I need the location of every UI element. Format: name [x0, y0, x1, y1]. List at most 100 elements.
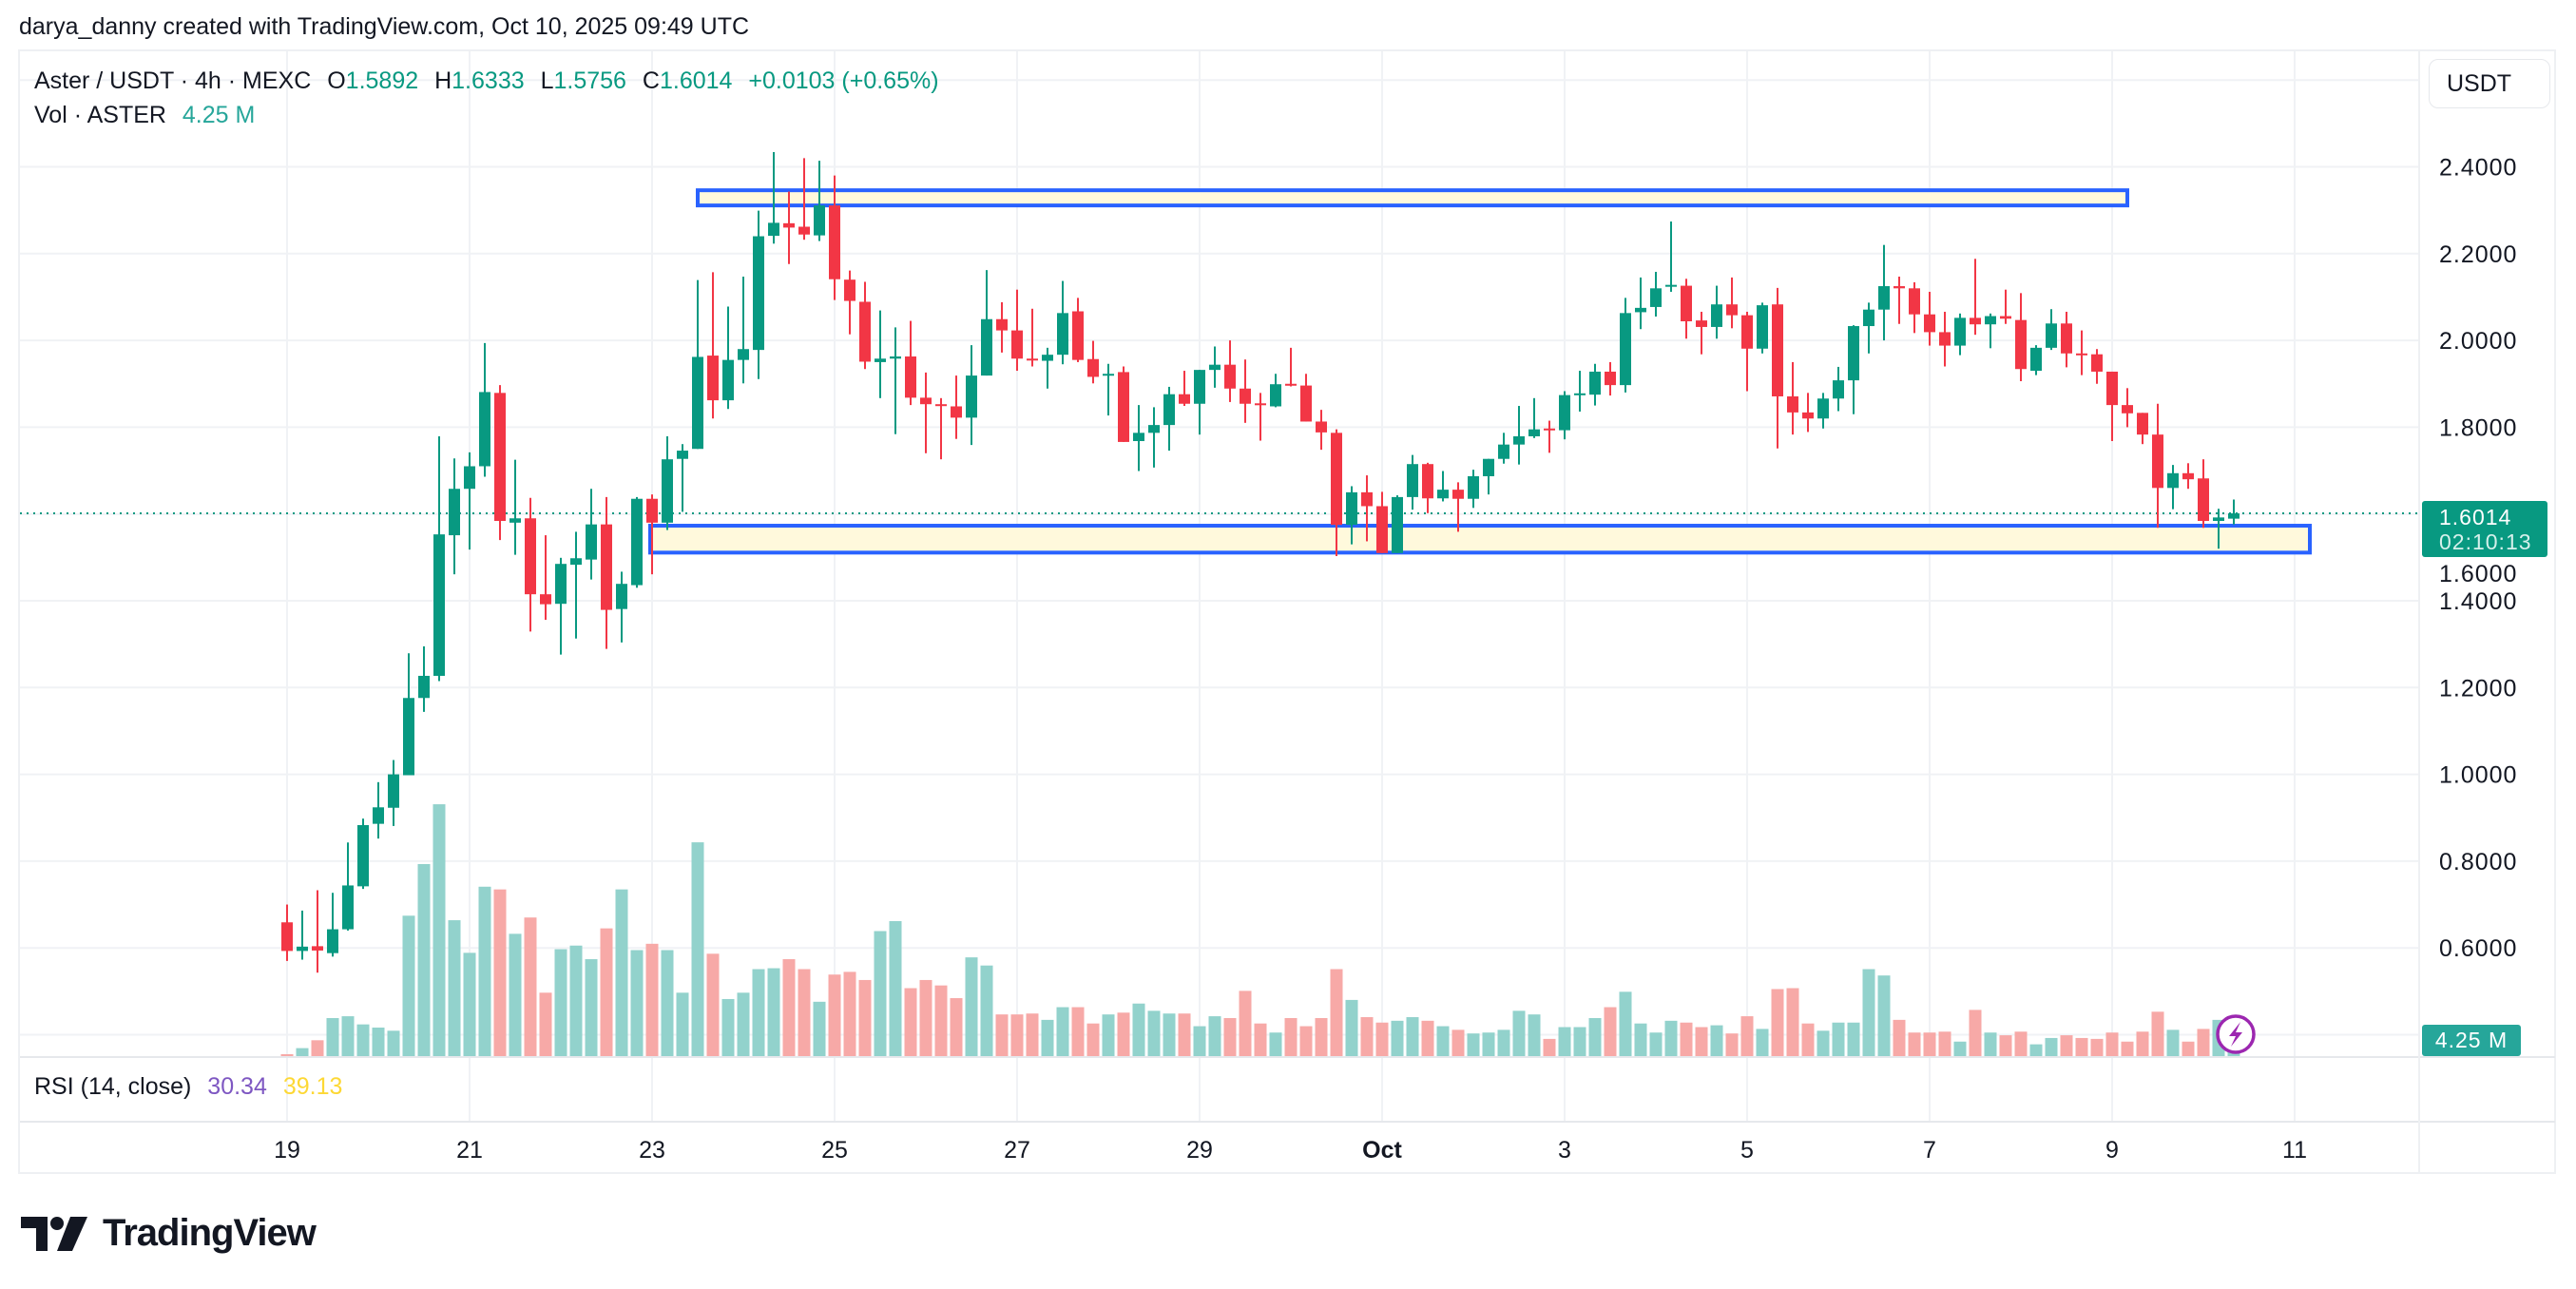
candle-body — [1665, 284, 1677, 287]
candle-body — [905, 356, 916, 398]
candle-body — [464, 466, 475, 490]
time-axis-label: 7 — [1923, 1137, 1936, 1164]
candle-body — [692, 356, 703, 450]
candle-body — [1240, 388, 1251, 404]
candle-body — [859, 301, 871, 362]
candle-body — [1285, 383, 1297, 386]
candle-body — [2061, 323, 2072, 354]
time-axis-label: 27 — [1004, 1137, 1030, 1164]
candle-body — [373, 807, 384, 824]
candle-body — [1072, 311, 1084, 360]
candle-body — [1833, 380, 1844, 399]
time-axis-label: 21 — [456, 1137, 483, 1164]
volume-bar — [2166, 1029, 2180, 1056]
tradingview-logo-icon — [21, 1216, 87, 1251]
volume-bar — [1725, 1033, 1739, 1056]
candle-body — [1985, 316, 1996, 325]
candle-body — [1179, 394, 1190, 404]
volume-bar — [280, 1053, 294, 1056]
tradingview-logo[interactable]: TradingView — [21, 1212, 317, 1255]
candle-body — [540, 594, 551, 605]
volume-bar — [1634, 1023, 1647, 1056]
volume-bar — [1071, 1007, 1085, 1056]
volume-bar — [2105, 1032, 2119, 1056]
volume-bar — [1588, 1017, 1602, 1056]
volume-bar — [676, 992, 689, 1056]
volume-bar — [2151, 1011, 2164, 1056]
volume-bar — [874, 931, 887, 1056]
candle-body — [722, 359, 734, 401]
high-value: 1.6333 — [452, 67, 525, 94]
volume-bar — [1467, 1033, 1480, 1056]
candle-body — [2015, 319, 2027, 370]
candle-body — [1681, 285, 1692, 322]
volume-bar — [1117, 1012, 1130, 1056]
candle-body — [2122, 405, 2133, 414]
candle-body — [631, 498, 643, 586]
candle-body — [844, 279, 855, 301]
high-label: H — [434, 67, 452, 94]
candle-body — [1209, 364, 1221, 371]
volume-bar — [752, 969, 765, 1056]
candle-body — [662, 459, 673, 523]
volume-bar — [889, 921, 902, 1056]
rsi-label[interactable]: RSI (14, close) — [34, 1073, 192, 1100]
volume-bar — [341, 1016, 355, 1056]
volume-bar — [630, 950, 644, 1056]
time-axis-label: 5 — [1740, 1137, 1754, 1164]
candle-body — [1513, 435, 1525, 445]
volume-bar — [326, 1017, 339, 1056]
candle-body — [2091, 354, 2103, 372]
candle-body — [1103, 374, 1114, 376]
volume-bar — [1360, 1017, 1374, 1056]
candle-body — [1711, 304, 1722, 327]
volume-bar — [782, 959, 796, 1056]
volume-bar — [1239, 991, 1252, 1056]
volume-bar — [1877, 975, 1891, 1056]
lightning-alert-icon[interactable] — [2216, 1014, 2256, 1054]
candle-body — [1863, 309, 1874, 327]
candle-body — [2167, 472, 2179, 489]
volume-bar — [1375, 1022, 1389, 1056]
candle-body — [1437, 490, 1449, 499]
volume-bar — [372, 1027, 385, 1056]
volume-bar — [1512, 1010, 1526, 1056]
volume-bar — [1832, 1022, 1845, 1056]
volume-bar — [2182, 1041, 2195, 1056]
candle-body — [1118, 372, 1129, 442]
candle-body — [1468, 475, 1479, 499]
volume-legend: Vol · ASTER 4.25 M — [34, 101, 255, 129]
candle-body — [1224, 364, 1236, 389]
candle-body — [1255, 403, 1266, 406]
candle-body — [2182, 472, 2194, 480]
volume-bar — [1695, 1027, 1708, 1056]
volume-label[interactable]: Vol · ASTER — [34, 102, 166, 128]
volume-bar — [539, 992, 552, 1056]
candle-body — [1878, 286, 1890, 310]
volume-bar — [296, 1048, 309, 1056]
candle-body — [357, 825, 369, 887]
currency-button[interactable]: USDT — [2429, 59, 2550, 108]
candle-body — [1589, 371, 1601, 395]
open-value: 1.5892 — [345, 67, 419, 94]
volume-bar — [1619, 991, 1632, 1056]
candle-body — [1848, 326, 1859, 381]
candle-body — [2106, 371, 2118, 406]
candle-body — [616, 584, 627, 609]
volume-bar — [1893, 1019, 1906, 1056]
candle-body — [1817, 398, 1829, 419]
volume-bar — [1984, 1032, 1997, 1056]
symbol-title[interactable]: Aster / USDT · 4h · MEXC — [34, 67, 312, 94]
volume-bar — [828, 974, 841, 1056]
candle-body — [1027, 358, 1038, 361]
price-axis-label: 0.8000 — [2439, 849, 2517, 875]
volume-bar — [950, 998, 963, 1056]
candle-body — [920, 397, 932, 405]
volume-bar — [1254, 1023, 1267, 1056]
volume-bar — [1680, 1022, 1693, 1056]
candle-body — [281, 922, 293, 952]
volume-bar — [1771, 989, 1784, 1056]
volume-bar — [645, 943, 659, 1056]
candle-body — [1574, 393, 1586, 395]
